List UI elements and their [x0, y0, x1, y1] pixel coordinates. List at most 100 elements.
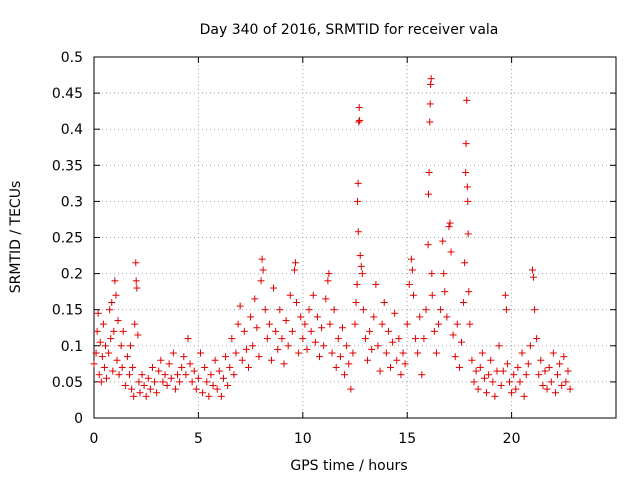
- data-point: [325, 270, 333, 278]
- data-point: [409, 291, 417, 299]
- data-point: [112, 291, 120, 299]
- data-point: [318, 324, 326, 332]
- data-point: [219, 374, 227, 382]
- data-point: [93, 327, 101, 335]
- data-point: [386, 363, 394, 371]
- data-point: [524, 360, 532, 368]
- data-point: [520, 392, 528, 400]
- y-tick-label: 0.05: [52, 375, 83, 391]
- data-point: [530, 273, 538, 281]
- data-point: [424, 190, 432, 198]
- data-point: [432, 349, 440, 357]
- data-point: [389, 338, 397, 346]
- data-point: [113, 356, 121, 364]
- data-point: [427, 80, 435, 88]
- data-point: [408, 266, 416, 274]
- data-point: [531, 306, 539, 314]
- data-point: [468, 356, 476, 364]
- data-point: [203, 378, 211, 386]
- data-point: [135, 378, 143, 386]
- data-point: [347, 385, 355, 393]
- data-point: [240, 327, 248, 335]
- data-point: [127, 342, 135, 350]
- data-point: [539, 382, 547, 390]
- data-point: [345, 360, 353, 368]
- y-tick-label: 0.4: [61, 122, 83, 138]
- data-point: [341, 371, 349, 379]
- data-point: [455, 363, 463, 371]
- x-axis-label: GPS time / hours: [290, 458, 407, 474]
- data-point: [334, 335, 342, 343]
- data-point: [182, 371, 190, 379]
- data-point: [526, 342, 534, 350]
- data-point: [167, 374, 175, 382]
- y-tick-label: 0: [74, 411, 83, 427]
- data-point: [543, 385, 551, 393]
- data-point: [422, 306, 430, 314]
- data-point: [518, 349, 526, 357]
- data-point: [349, 349, 357, 357]
- data-point: [453, 320, 461, 328]
- data-point: [258, 255, 266, 263]
- data-point: [226, 363, 234, 371]
- data-point: [134, 331, 142, 339]
- data-point: [462, 169, 470, 177]
- data-point: [464, 230, 472, 238]
- data-point: [205, 392, 213, 400]
- data-point: [192, 385, 200, 393]
- data-point: [445, 223, 453, 231]
- data-point: [299, 335, 307, 343]
- data-point: [554, 371, 562, 379]
- data-point: [380, 298, 388, 306]
- y-tick-label: 0.2: [61, 267, 83, 283]
- data-point: [100, 363, 108, 371]
- data-point: [117, 342, 125, 350]
- data-point: [403, 320, 411, 328]
- data-point: [290, 266, 298, 274]
- data-point: [107, 335, 115, 343]
- data-point: [465, 288, 473, 296]
- data-point: [354, 228, 362, 236]
- data-point: [535, 371, 543, 379]
- data-point: [338, 324, 346, 332]
- data-point: [359, 306, 367, 314]
- data-point: [354, 179, 362, 187]
- data-point: [133, 284, 141, 292]
- data-point: [96, 338, 104, 346]
- data-point: [491, 392, 499, 400]
- data-point: [460, 298, 468, 306]
- data-point: [130, 392, 138, 400]
- data-point: [435, 320, 443, 328]
- y-tick-label: 0.15: [52, 303, 83, 319]
- data-point: [418, 371, 426, 379]
- data-point: [426, 100, 434, 108]
- data-point: [234, 320, 242, 328]
- data-point: [176, 378, 184, 386]
- data-point: [196, 349, 204, 357]
- data-point: [157, 356, 165, 364]
- data-point: [171, 385, 179, 393]
- data-point: [153, 389, 161, 397]
- data-point: [291, 259, 299, 267]
- data-point: [207, 371, 215, 379]
- data-point: [501, 291, 509, 299]
- data-point: [155, 367, 163, 375]
- data-point: [357, 262, 365, 270]
- data-point: [451, 353, 459, 361]
- data-point: [328, 349, 336, 357]
- data-points: [90, 75, 574, 400]
- data-point: [115, 371, 123, 379]
- data-point: [92, 349, 100, 357]
- data-point: [361, 335, 369, 343]
- data-point: [426, 118, 434, 126]
- data-point: [106, 306, 114, 314]
- data-point: [215, 367, 223, 375]
- data-point: [242, 345, 250, 353]
- data-point: [257, 277, 265, 285]
- data-point: [463, 183, 471, 191]
- data-point: [174, 371, 182, 379]
- data-point: [522, 371, 530, 379]
- data-point: [440, 270, 448, 278]
- data-point: [499, 367, 507, 375]
- data-point: [201, 363, 209, 371]
